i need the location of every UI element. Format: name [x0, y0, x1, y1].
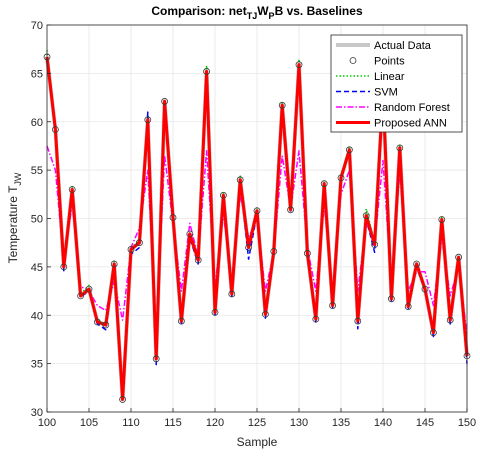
x-tick-label: 135 [332, 417, 350, 429]
ticks: 100 105 110 115 120 125 130 135 140 145 150 30 35 40 4… [31, 20, 476, 429]
title-sub1: TJ [247, 11, 258, 21]
x-tick-label: 150 [458, 417, 476, 429]
data-point [387, 295, 395, 303]
data-point [278, 101, 286, 109]
data-point [396, 144, 404, 152]
y-axis-label-sub: JW [13, 172, 23, 186]
x-axis-label: Sample [237, 435, 278, 449]
data-point [127, 246, 135, 253]
data-point [186, 230, 194, 238]
series-line-proposed-ann [45, 56, 469, 401]
y-tick-label: 45 [31, 262, 43, 274]
title-mid: W [257, 4, 269, 18]
data-point [329, 302, 337, 309]
x-tick-label: 120 [206, 417, 224, 429]
data-point [413, 260, 421, 268]
data-point [303, 249, 311, 257]
legend-label-svm: SVM [374, 87, 398, 99]
data-point [270, 247, 278, 255]
data-point [446, 316, 454, 324]
legend-box [330, 34, 463, 133]
data-point [211, 308, 219, 316]
data-point [354, 317, 362, 325]
series-layer [43, 50, 471, 403]
y-tick-label: 35 [31, 359, 43, 371]
data-point [421, 285, 429, 293]
data-point [119, 396, 126, 403]
data-point [177, 317, 185, 325]
data-point [102, 321, 110, 329]
data-point [110, 260, 118, 268]
x-tick-label: 105 [80, 417, 98, 429]
chart-title: Comparison: netTJWPB vs. Baselines [151, 4, 363, 21]
y-axis-label: Temperature TJW [6, 172, 23, 263]
data-point [228, 290, 236, 298]
data-point [438, 216, 446, 223]
data-point [85, 285, 93, 293]
legend-label-proposed-ann: Proposed ANN [374, 118, 447, 130]
x-tick-label: 115 [164, 417, 182, 429]
data-point [135, 239, 143, 247]
data-point [312, 315, 320, 323]
x-tick-label: 145 [416, 417, 434, 429]
y-tick-label: 40 [31, 310, 43, 322]
data-point [169, 214, 177, 221]
y-tick-label: 55 [31, 165, 43, 177]
legend-label-points: Points [374, 56, 405, 68]
legend-label-actual-data: Actual Data [374, 40, 432, 52]
data-point [152, 355, 160, 363]
data-point [245, 244, 253, 251]
data-point [219, 191, 227, 199]
x-tick-label: 130 [290, 417, 308, 429]
data-point [295, 61, 303, 69]
y-axis-label-main: Temperature T [6, 185, 20, 263]
legend-label-linear: Linear [374, 71, 405, 83]
x-tick-label: 125 [248, 417, 266, 429]
data-point [68, 186, 76, 193]
data-point [77, 292, 84, 300]
title-prefix: Comparison: net [151, 4, 246, 18]
data-point [94, 318, 101, 326]
x-tick-label: 140 [374, 417, 392, 429]
data-point [253, 207, 261, 215]
data-point [60, 263, 68, 271]
data-point [287, 206, 295, 214]
legend-swatch-points [349, 57, 357, 64]
title-suffix: B vs. Baselines [275, 4, 363, 18]
data-point [161, 98, 169, 105]
legend: Actual Data Points Linear SVM Random Forest P… [330, 34, 463, 133]
title-sub2: P [269, 11, 275, 21]
x-tick-label: 100 [38, 417, 56, 429]
data-point [345, 146, 353, 154]
data-point [429, 329, 437, 337]
data-point [320, 180, 328, 188]
data-point [144, 116, 152, 124]
data-point [404, 303, 412, 310]
data-point [236, 176, 244, 184]
x-tick-label: 110 [122, 417, 140, 429]
data-point [455, 253, 463, 261]
y-tick-label: 70 [31, 20, 43, 32]
y-tick-label: 60 [31, 117, 43, 129]
y-tick-label: 50 [31, 214, 43, 226]
y-tick-label: 65 [31, 68, 43, 80]
legend-label-random-forest: Random Forest [374, 102, 450, 114]
data-point [52, 126, 59, 133]
data-point [203, 68, 211, 75]
data-point [337, 174, 345, 182]
data-point [362, 212, 370, 219]
data-point [371, 241, 379, 249]
data-point [194, 256, 202, 264]
y-tick-label: 30 [31, 407, 43, 419]
data-point [261, 310, 269, 318]
